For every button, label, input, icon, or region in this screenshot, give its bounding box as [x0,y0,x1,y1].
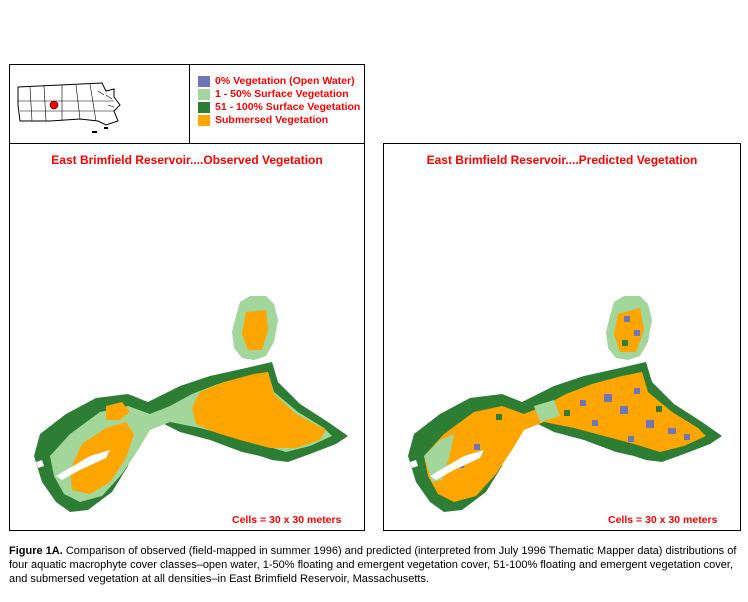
observed-map-title: East Brimfield Reservoir....Observed Veg… [51,153,323,167]
reservoir-location-marker [49,100,59,110]
legend-item-submersed: Submersed Vegetation [198,114,328,126]
figure-caption: Figure 1A. Comparison of observed (field… [9,544,741,586]
predicted-vegetation-map [408,296,722,512]
figure-caption-label: Figure 1A. [9,545,63,557]
legend-panel: 0% Vegetation (Open Water) 1 - 50% Surfa… [189,64,365,144]
predicted-cells-note: Cells = 30 x 30 meters [608,514,718,526]
observed-vegetation-map [34,296,348,512]
legend-item-open-water: 0% Vegetation (Open Water) [198,75,355,87]
legend-label: 0% Vegetation (Open Water) [215,75,355,87]
legend-label: 51 - 100% Surface Vegetation [215,101,361,113]
legend-label: 1 - 50% Surface Vegetation [215,88,349,100]
legend-swatch [198,101,210,113]
legend-label: Submersed Vegetation [215,114,329,126]
predicted-map-panel: East Brimfield Reservoir....Predicted Ve… [383,143,741,531]
observed-map-panel: East Brimfield Reservoir....Observed Veg… [9,143,365,531]
predicted-reservoir-shape [408,296,722,512]
observed-reservoir-shape [34,296,348,512]
predicted-map-title: East Brimfield Reservoir....Predicted Ve… [426,153,698,167]
legend-item-high-vegetation: 51 - 100% Surface Vegetation [198,101,360,113]
observed-cells-note: Cells = 30 x 30 meters [232,514,342,526]
massachusetts-locator-map [17,82,121,133]
locator-panel [9,64,190,144]
legend-swatch [198,88,210,100]
figure-caption-text: Comparison of observed (field-mapped in … [9,545,737,585]
predicted-dense-vegetation-cells [496,406,662,420]
legend-item-low-vegetation: 1 - 50% Surface Vegetation [198,88,349,100]
legend-swatch [198,75,210,87]
predicted-open-water-cells [458,388,690,468]
legend-swatch [198,114,210,126]
